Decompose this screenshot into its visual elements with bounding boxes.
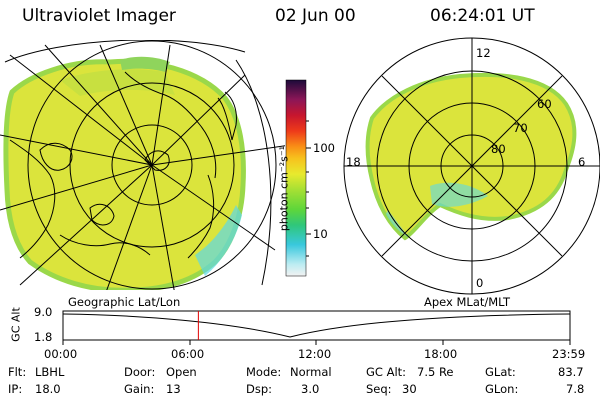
time-tick-1800: 18:00 — [424, 347, 458, 361]
info-mode-label: Mode: — [246, 365, 282, 379]
app-title: Ultraviolet Imager — [22, 6, 176, 26]
mlat-label-70: 70 — [513, 121, 528, 135]
geographic-map — [0, 40, 285, 290]
header-time: 06:24:01 UT — [430, 6, 535, 26]
info-door-value: Open — [166, 365, 197, 379]
info-seq-value: 30 — [402, 382, 417, 396]
info-ip-value: 18.0 — [35, 382, 61, 396]
time-tick-0600: 06:00 — [171, 347, 205, 361]
info-gcalt-value: 7.5 Re — [417, 365, 454, 379]
apex-label: Apex MLat/MLT — [424, 295, 511, 309]
mlt-label-18: 18 — [346, 155, 361, 169]
info-ip-label: IP: — [8, 382, 23, 396]
info-door-label: Door: — [124, 365, 156, 379]
altitude-y-tick-min: 1.8 — [34, 330, 53, 344]
info-glon-label: GLon: — [485, 382, 519, 396]
info-flt-value: LBHL — [35, 365, 65, 379]
colorbar-tick-10: 10 — [313, 227, 328, 241]
header-date: 02 Jun 00 — [275, 6, 356, 26]
colorbar-unit-label: photon cm⁻²s⁻¹ — [277, 145, 291, 232]
altitude-y-label: GC Alt — [9, 307, 23, 342]
info-glat-value: 83.7 — [558, 365, 584, 379]
time-tick-0000: 00:00 — [44, 347, 78, 361]
polar-plot — [343, 37, 600, 295]
colorbar-tick-100: 100 — [313, 141, 335, 155]
mlt-label-0: 0 — [476, 276, 484, 290]
mlat-label-60: 60 — [537, 97, 552, 111]
mlt-label-12: 12 — [476, 46, 491, 60]
color-bar — [285, 79, 311, 277]
altitude-y-tick-max: 9.0 — [34, 305, 53, 319]
time-tick-2359: 23:59 — [552, 347, 586, 361]
info-dsp-label: Dsp: — [246, 382, 273, 396]
info-glat-label: GLat: — [485, 365, 516, 379]
info-mode-value: Normal — [290, 365, 332, 379]
info-flt-label: Flt: — [8, 365, 27, 379]
altitude-plot — [62, 310, 571, 345]
info-gcalt-label: GC Alt: — [366, 365, 407, 379]
info-dsp-value: 3.0 — [301, 382, 320, 396]
mlt-label-6: 6 — [578, 155, 586, 169]
altitude-curve — [62, 313, 571, 338]
info-gain-value: 13 — [166, 382, 181, 396]
mlat-label-80: 80 — [491, 142, 506, 156]
geographic-label: Geographic Lat/Lon — [68, 295, 181, 309]
info-glon-value: 7.8 — [566, 382, 585, 396]
info-seq-label: Seq: — [366, 382, 392, 396]
time-tick-1200: 12:00 — [298, 347, 332, 361]
info-gain-label: Gain: — [124, 382, 155, 396]
